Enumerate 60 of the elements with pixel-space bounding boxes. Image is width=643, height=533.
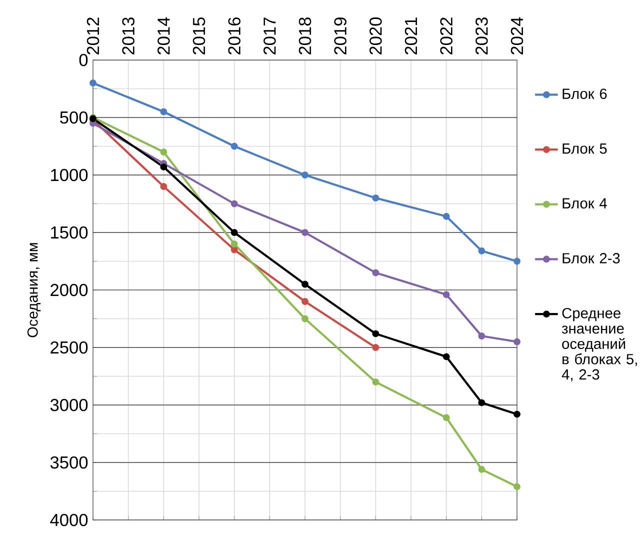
point [478, 247, 486, 254]
point [372, 344, 380, 351]
point [372, 330, 380, 338]
legend-label: Блок 4 [562, 198, 607, 209]
y-tick-label: 3500 [50, 456, 88, 469]
y-tick-label: 1500 [51, 226, 88, 239]
point [514, 410, 520, 418]
point [302, 229, 308, 236]
point [302, 298, 308, 305]
x-tick-label: 2012 [86, 18, 100, 54]
y-tick-label: 2500 [50, 341, 88, 354]
x-tick-label: 2021 [404, 18, 418, 54]
point [514, 483, 520, 490]
point [514, 258, 520, 265]
point [160, 108, 168, 116]
point [302, 280, 308, 288]
x-tick-label: 2023 [476, 17, 488, 54]
x-tick-label: 2020 [370, 17, 382, 54]
point [442, 414, 450, 422]
point [478, 466, 486, 473]
point [372, 194, 380, 202]
y-tick-label: 0 [79, 54, 88, 66]
legend-label: Блок 2-3 [562, 253, 620, 264]
y-tick-label: 500 [60, 111, 88, 124]
x-tick-label: 2022 [440, 18, 452, 54]
x-tick-label: 2018 [298, 17, 312, 54]
legend-label: Блок 6 [562, 88, 607, 99]
x-tick-label: 2024 [510, 17, 524, 54]
point [442, 291, 450, 298]
x-tick-label: 2015 [192, 17, 206, 54]
point [230, 246, 238, 254]
point [442, 212, 450, 220]
point [160, 148, 168, 156]
point [302, 172, 308, 178]
point [160, 183, 168, 190]
x-tick-label: 2014 [158, 17, 170, 54]
legend-label: Среднее значение оседаний в блоках 5, 4, 2-3 [562, 308, 637, 382]
x-tick-label: 2013 [122, 17, 134, 54]
x-tick-label: 2019 [334, 18, 346, 54]
point [160, 163, 168, 170]
point [230, 142, 238, 150]
legend-label: Блок 5 [562, 144, 607, 154]
point [514, 338, 520, 346]
point [478, 399, 486, 406]
x-tick-label: 2016 [228, 17, 240, 54]
y-tick-label: 4000 [50, 514, 88, 526]
point [302, 315, 308, 322]
y-tick-label: 1000 [51, 168, 88, 182]
y-tick-label: 3000 [50, 398, 88, 412]
y-tick-label: 2000 [50, 284, 88, 296]
x-tick-label: 2017 [264, 18, 276, 54]
point [230, 200, 238, 208]
y-axis-title: Оседания, мм [27, 243, 41, 338]
point [90, 80, 96, 86]
point [478, 332, 486, 340]
point [372, 378, 380, 386]
point [230, 229, 238, 236]
point [372, 269, 380, 276]
point [230, 240, 238, 248]
point [442, 353, 450, 360]
